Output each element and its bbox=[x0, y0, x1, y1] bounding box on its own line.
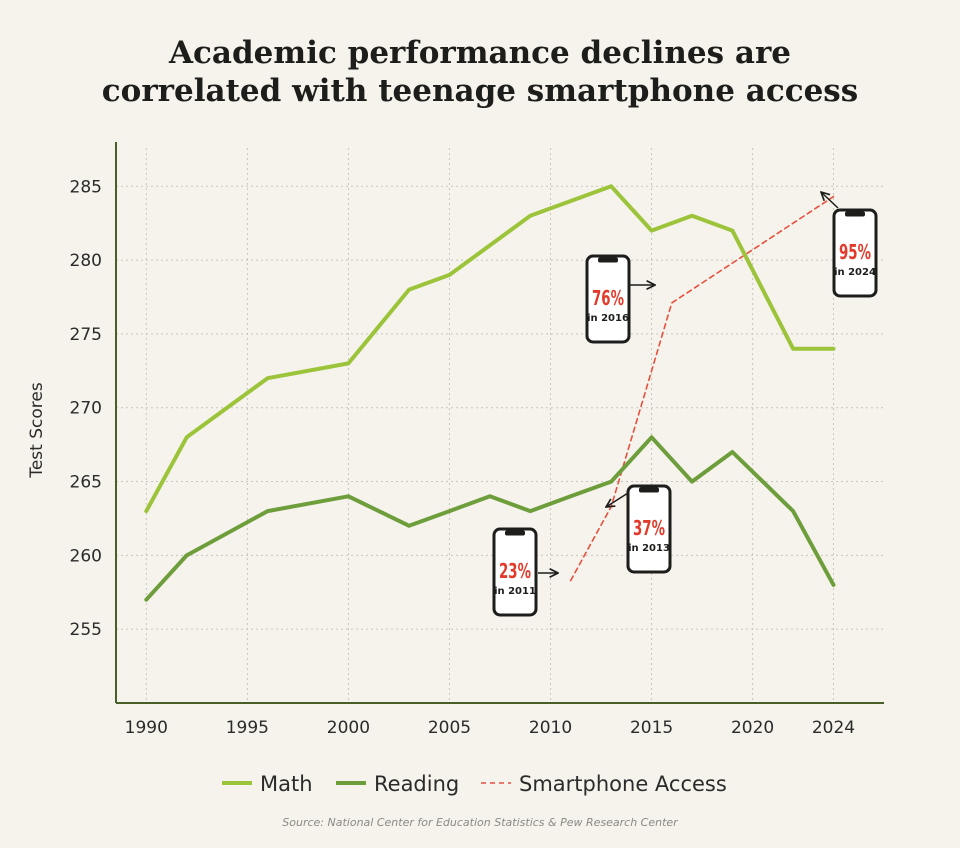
x-tick-label: 2020 bbox=[731, 718, 774, 738]
chart-title-line-2: correlated with teenage smartphone acces… bbox=[101, 73, 859, 109]
annotation-arrow bbox=[821, 192, 839, 209]
phone-percent: 23% bbox=[499, 559, 531, 583]
phone-icon bbox=[585, 254, 631, 344]
legend-item-reading: Reading bbox=[336, 772, 459, 796]
series-line-reading bbox=[144, 435, 836, 602]
phone-percent: 95% bbox=[839, 240, 871, 264]
source-note: Source: National Center for Education St… bbox=[282, 816, 678, 829]
y-tick-label: 260 bbox=[70, 546, 102, 566]
y-tick-label: 270 bbox=[70, 399, 102, 419]
chart-title-line-1: Academic performance declines are bbox=[168, 35, 792, 71]
y-tick-label: 265 bbox=[70, 473, 102, 493]
series-line-math bbox=[144, 184, 836, 514]
x-tick-label: 2024 bbox=[812, 718, 855, 738]
x-tick-label: 2010 bbox=[529, 718, 572, 738]
y-tick-label: 285 bbox=[70, 177, 102, 197]
grid bbox=[116, 148, 884, 703]
phone-year: in 2024 bbox=[834, 267, 876, 278]
x-tick-label: 2005 bbox=[428, 718, 471, 738]
y-tick-label: 275 bbox=[70, 325, 102, 345]
phone-year: in 2011 bbox=[494, 586, 536, 597]
x-tick-label: 2015 bbox=[630, 718, 673, 738]
legend-item-smartphone-access: Smartphone Access bbox=[481, 772, 727, 796]
annotations: 23% in 2011 37% in 2013 76% in 2016 95% in 2024 bbox=[492, 192, 878, 617]
legend-item-math: Math bbox=[222, 772, 313, 796]
phone-icon bbox=[626, 484, 672, 574]
phone-percent: 37% bbox=[633, 516, 665, 540]
series-line-smartphone-access bbox=[569, 195, 835, 582]
axes: Test Scores bbox=[27, 142, 884, 704]
series bbox=[144, 184, 836, 602]
x-tick-label: 2000 bbox=[327, 718, 370, 738]
smartphone-annotation: 95% in 2024 bbox=[821, 192, 878, 298]
phone-percent: 76% bbox=[592, 286, 624, 310]
smartphone-annotation: 37% in 2013 bbox=[606, 484, 672, 574]
tick-labels: 1990 1995 2000 2005 2010 2015 2020 2024 255 260 26… bbox=[70, 177, 856, 738]
smartphone-annotation: 76% in 2016 bbox=[585, 254, 655, 344]
legend-label: Reading bbox=[374, 772, 459, 796]
chart-title: Academic performance declines are correl… bbox=[0, 34, 960, 110]
smartphone-annotation: 23% in 2011 bbox=[492, 527, 558, 617]
y-tick-label: 280 bbox=[70, 251, 102, 271]
phone-notch bbox=[639, 487, 659, 493]
y-tick-label: 255 bbox=[70, 620, 102, 640]
phone-notch bbox=[505, 530, 525, 536]
phone-icon bbox=[832, 208, 878, 298]
legend-label: Math bbox=[260, 772, 313, 796]
annotation-arrow bbox=[606, 492, 629, 507]
y-axis-label: Test Scores bbox=[27, 382, 47, 478]
phone-year: in 2016 bbox=[587, 313, 629, 324]
x-tick-label: 1990 bbox=[125, 718, 168, 738]
x-tick-label: 1995 bbox=[226, 718, 269, 738]
phone-year: in 2013 bbox=[628, 543, 670, 554]
phone-notch bbox=[845, 211, 865, 217]
legend: Math Reading Smartphone Access bbox=[222, 772, 727, 796]
phone-icon bbox=[492, 527, 538, 617]
phone-notch bbox=[598, 257, 618, 263]
legend-label: Smartphone Access bbox=[519, 772, 727, 796]
